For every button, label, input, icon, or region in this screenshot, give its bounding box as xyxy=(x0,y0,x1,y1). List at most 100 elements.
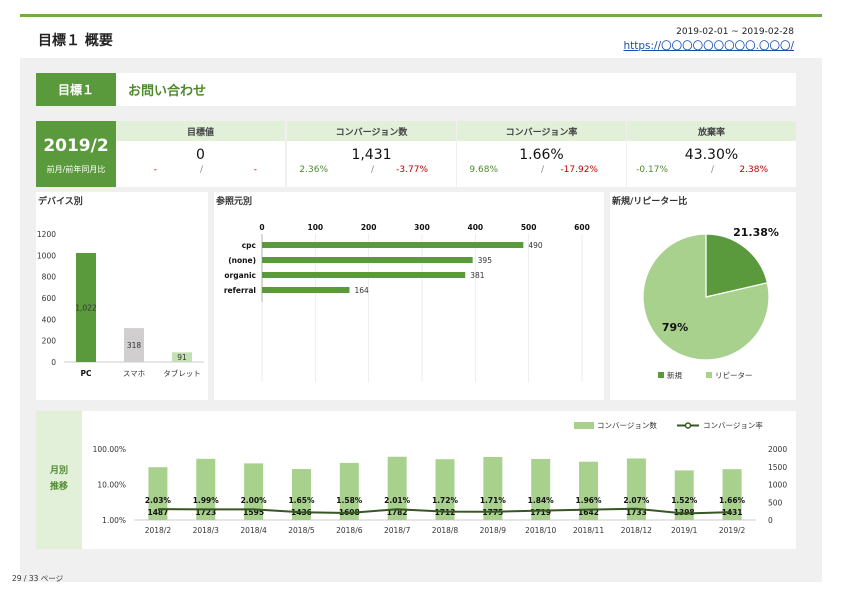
legend-label: コンバージョン率 xyxy=(703,420,763,430)
y-tick-label-right: 2000 xyxy=(768,445,787,454)
kpi-separator: / xyxy=(200,165,204,175)
x-tick-label: 2018/9 xyxy=(480,526,507,535)
period-compare-label: 前月/前年同月比 xyxy=(46,165,106,174)
data-label: 395 xyxy=(478,256,493,265)
trend-panel-title: 月別 推移 xyxy=(36,411,82,549)
referral-panel-title: 参照元別 xyxy=(216,197,253,207)
bar xyxy=(435,459,455,520)
y-tick-label: 200 xyxy=(42,337,57,346)
bar xyxy=(76,252,96,362)
kpi-yoy: 2.38% xyxy=(739,165,768,175)
x-tick-label: 2018/5 xyxy=(288,526,315,535)
data-label: 164 xyxy=(354,286,369,295)
line-data-label: 2.00% xyxy=(241,496,268,505)
bar-data-label: 1782 xyxy=(387,508,408,517)
bar xyxy=(262,242,524,248)
y-tick-label: (none) xyxy=(228,256,256,265)
data-label: 318 xyxy=(127,341,142,350)
y-tick-label: referral xyxy=(224,286,256,295)
legend-swatch xyxy=(574,422,594,429)
site-url-link[interactable]: https://〇〇〇〇〇〇〇〇〇.〇〇〇/ xyxy=(623,40,794,52)
x-tick-label: 100 xyxy=(308,223,324,232)
x-tick-label: 600 xyxy=(574,223,590,232)
referral-chart: 0 100 200 300 400 500 600 cpc 490 (none) 395 organi… xyxy=(224,223,590,382)
trend-title-line-1: 月別 xyxy=(49,466,68,476)
x-tick-label: 2018/6 xyxy=(336,526,363,535)
kpi-card: コンバージョン数 1,431 2.36% / -3.77% xyxy=(287,121,456,187)
bar xyxy=(674,470,694,520)
data-label: 91 xyxy=(177,353,187,362)
bar xyxy=(387,456,407,520)
line-data-label: 2.07% xyxy=(623,496,650,505)
line-data-label: 1.99% xyxy=(193,496,220,505)
x-tick-label: 2018/7 xyxy=(384,526,411,535)
kpi-value: 0 xyxy=(196,147,205,163)
accent-bar xyxy=(20,14,822,17)
kpi-separator: / xyxy=(371,165,375,175)
line-data-label: 1.84% xyxy=(528,496,555,505)
kpi-value: 1,431 xyxy=(351,147,392,163)
bar xyxy=(172,352,192,362)
bar xyxy=(262,287,350,293)
bar xyxy=(339,462,359,520)
bar xyxy=(124,328,144,362)
kpi-mom: -0.17% xyxy=(636,165,668,175)
kpi-label: コンバージョン率 xyxy=(457,121,626,141)
x-tick-label: PC xyxy=(80,369,91,378)
kpi-compare: 9.68% / -17.92% xyxy=(457,165,626,179)
kpi-label: コンバージョン数 xyxy=(287,121,456,141)
legend-label: 新規 xyxy=(667,370,682,380)
period-box: 2019/2 前月/前年同月比 xyxy=(36,121,116,187)
device-chart: 0 200 400 600 800 1000 1200 1,022 PC 318 スマホ 91 タブレッ… xyxy=(37,230,204,378)
kpi-yoy: -3.77% xyxy=(396,165,428,175)
y-tick-label-right: 1000 xyxy=(768,481,787,490)
x-tick-label: 2018/11 xyxy=(573,526,604,535)
y-tick-label-right: 500 xyxy=(768,498,783,507)
x-tick-label: 400 xyxy=(468,223,484,232)
pie-label: 21.38% xyxy=(733,226,779,239)
kpi-mom: 2.36% xyxy=(299,165,328,175)
kpi-label: 放棄率 xyxy=(627,121,796,141)
bar xyxy=(262,272,466,278)
goal-name: お問い合わせ xyxy=(116,73,796,106)
line-data-label: 1.58% xyxy=(336,496,363,505)
device-panel-title: デバイス別 xyxy=(38,197,83,207)
x-tick-label: 2018/10 xyxy=(525,526,556,535)
x-tick-label: 2019/2 xyxy=(719,526,746,535)
line-data-label: 1.71% xyxy=(480,496,507,505)
pie-slice xyxy=(705,233,769,298)
goal-label: 目標１ xyxy=(36,73,116,106)
kpi-value: 43.30% xyxy=(684,147,739,163)
kpi-label: 目標値 xyxy=(116,121,285,141)
conversion-rate-line xyxy=(157,507,733,515)
legend-swatch xyxy=(658,372,664,378)
kpi-card: 放棄率 43.30% -0.17% / 2.38% xyxy=(627,121,796,187)
bar-data-label: 1642 xyxy=(578,508,599,517)
y-tick-label-left: 10.00% xyxy=(97,481,126,490)
trend-chart: 100.00% 10.00% 1.00% 2000 1500 1000 500 0 1487 20… xyxy=(93,420,788,535)
y-tick-label-right: 0 xyxy=(768,516,773,525)
y-tick-label: 0 xyxy=(51,358,56,367)
bar xyxy=(291,469,311,520)
bar xyxy=(244,463,264,520)
kpi-value: 1.66% xyxy=(519,147,564,163)
x-tick-label: 200 xyxy=(361,223,377,232)
bar xyxy=(196,458,216,520)
bar-data-label: 1733 xyxy=(626,508,647,517)
trend-title-line-2: 推移 xyxy=(49,482,68,492)
line-data-label: 1.72% xyxy=(432,496,459,505)
page-footer: 29 / 33 ページ xyxy=(12,574,64,583)
y-tick-label: 800 xyxy=(42,273,57,282)
bar xyxy=(531,458,551,520)
kpi-yoy: - xyxy=(253,165,257,175)
y-tick-label: 1200 xyxy=(37,230,56,239)
y-tick-label-right: 1500 xyxy=(768,463,787,472)
pie-label: 79% xyxy=(662,321,688,334)
legend-label: コンバージョン数 xyxy=(597,420,657,430)
kpi-compare: -0.17% / 2.38% xyxy=(627,165,796,179)
y-tick-label: 400 xyxy=(42,315,57,324)
x-tick-label: スマホ xyxy=(123,369,145,378)
kpi-yoy: -17.92% xyxy=(560,165,598,175)
y-tick-label: organic xyxy=(224,271,256,280)
kpi-compare: 2.36% / -3.77% xyxy=(287,165,456,179)
